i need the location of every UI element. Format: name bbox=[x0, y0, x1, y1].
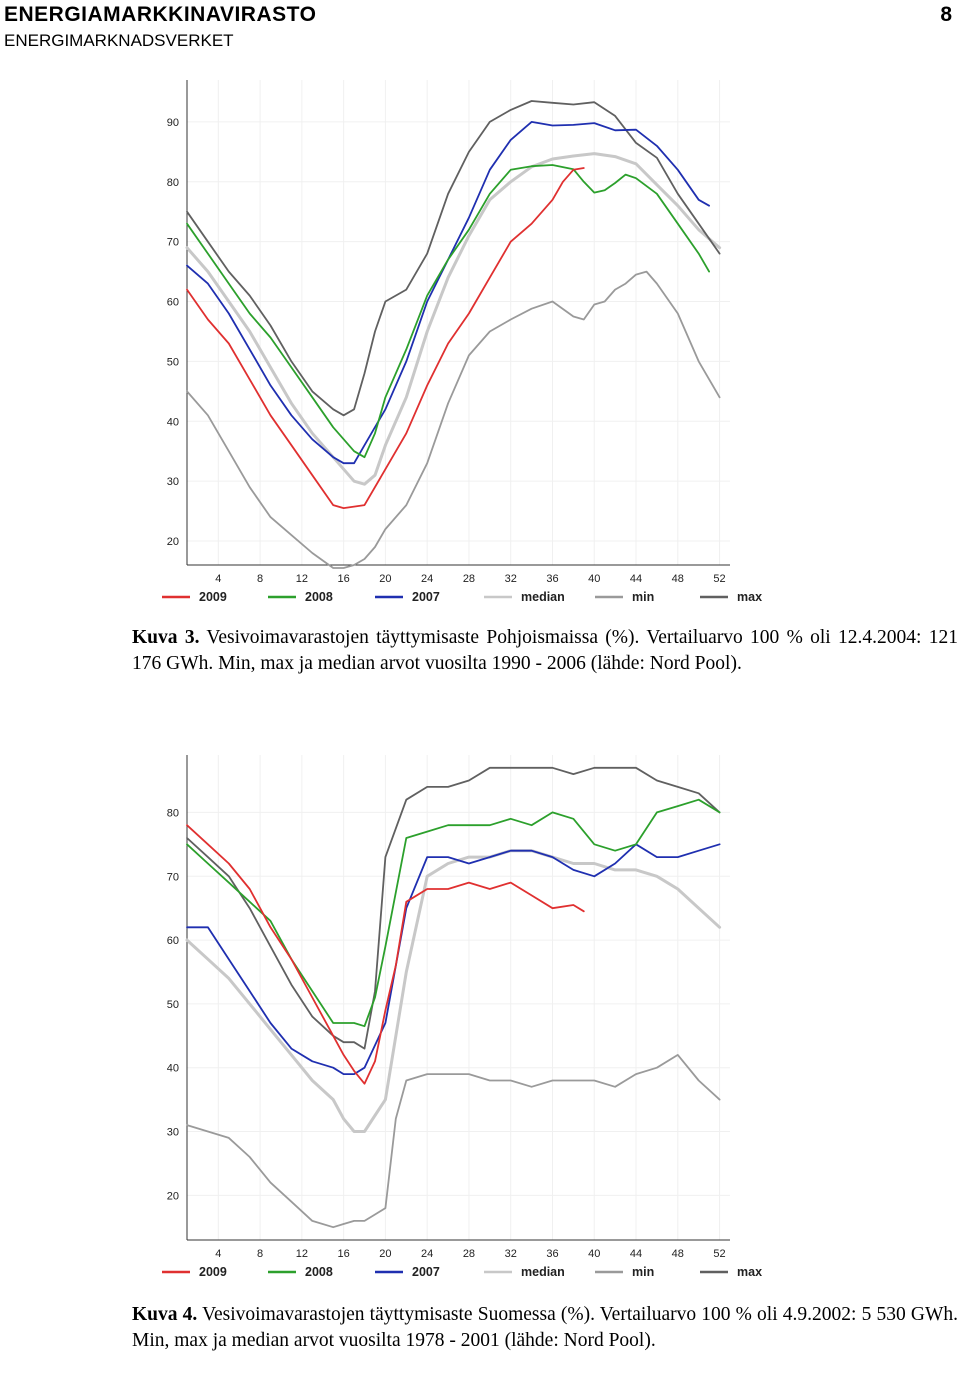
caption-figure-3: Kuva 3. Vesivoimavarastojen täyttymisast… bbox=[132, 625, 958, 677]
x-tick-label: 36 bbox=[546, 1248, 558, 1260]
caption-text: Vesivoimavarastojen täyttymisaste Pohjoi… bbox=[132, 627, 959, 674]
x-tick-label: 12 bbox=[296, 1248, 308, 1260]
legend-label-max: max bbox=[737, 1265, 762, 1279]
page-number: 8 bbox=[940, 3, 952, 26]
caption-figure-4: Kuva 4. Vesivoimavarastojen täyttymisast… bbox=[132, 1302, 958, 1354]
series-line-2009 bbox=[186, 824, 585, 1085]
y-tick-label: 30 bbox=[167, 476, 179, 488]
x-tick-label: 20 bbox=[379, 1248, 391, 1260]
x-tick-label: 24 bbox=[421, 1248, 433, 1260]
x-tick-label: 16 bbox=[338, 573, 350, 585]
legend-label-2007: 2007 bbox=[412, 1265, 440, 1279]
series-line-max bbox=[186, 766, 721, 1050]
x-tick-label: 4 bbox=[215, 1248, 221, 1260]
caption-text: Vesivoimavarastojen täyttymisaste Suomes… bbox=[132, 1304, 958, 1351]
series-line-max bbox=[186, 100, 721, 417]
legend-label-2008: 2008 bbox=[305, 590, 333, 604]
legend-label-2008: 2008 bbox=[305, 1265, 333, 1279]
caption-label: Kuva 4. bbox=[132, 1304, 198, 1325]
legend-label-median: median bbox=[521, 1265, 565, 1279]
series-line-2009 bbox=[186, 167, 585, 510]
x-tick-label: 8 bbox=[257, 573, 263, 585]
x-tick-label: 52 bbox=[713, 1248, 725, 1260]
y-tick-label: 90 bbox=[167, 117, 179, 129]
x-tick-label: 28 bbox=[463, 1248, 475, 1260]
x-tick-label: 24 bbox=[421, 573, 433, 585]
y-tick-label: 60 bbox=[167, 935, 179, 947]
header-title: ENERGIAMARKKINAVIRASTO bbox=[4, 3, 317, 26]
x-tick-label: 48 bbox=[672, 573, 684, 585]
x-tick-label: 4 bbox=[215, 573, 221, 585]
x-tick-label: 44 bbox=[630, 573, 642, 585]
series-line-median bbox=[185, 152, 722, 486]
y-tick-label: 60 bbox=[167, 297, 179, 309]
legend-label-2009: 2009 bbox=[199, 1265, 227, 1279]
legend-label-2007: 2007 bbox=[412, 590, 440, 604]
caption-label: Kuva 3. bbox=[132, 627, 200, 648]
x-tick-label: 20 bbox=[379, 573, 391, 585]
y-tick-label: 80 bbox=[167, 177, 179, 189]
series-line-2007 bbox=[186, 843, 721, 1076]
legend-label-max: max bbox=[737, 590, 762, 604]
legend-label-min: min bbox=[632, 590, 654, 604]
series-line-2008 bbox=[186, 798, 721, 1028]
y-tick-label: 70 bbox=[167, 871, 179, 883]
x-tick-label: 8 bbox=[257, 1248, 263, 1260]
legend-label-2009: 2009 bbox=[199, 590, 227, 604]
x-tick-label: 12 bbox=[296, 573, 308, 585]
legend-label-min: min bbox=[632, 1265, 654, 1279]
x-tick-label: 48 bbox=[672, 1248, 684, 1260]
x-tick-label: 40 bbox=[588, 573, 600, 585]
plot-area bbox=[187, 755, 730, 1240]
y-tick-label: 50 bbox=[167, 356, 179, 368]
series-line-median bbox=[185, 849, 722, 1133]
series-line-2007 bbox=[186, 121, 710, 465]
x-tick-label: 28 bbox=[463, 573, 475, 585]
x-tick-label: 44 bbox=[630, 1248, 642, 1260]
series-line-min bbox=[186, 1053, 721, 1229]
y-tick-label: 40 bbox=[167, 416, 179, 428]
x-tick-label: 52 bbox=[713, 573, 725, 585]
chart-finland-svg: 4 8 12 16 20 24 28 32 36 40 44 48 522030405060708020… bbox=[162, 755, 762, 1279]
y-tick-label: 80 bbox=[167, 807, 179, 819]
y-tick-label: 50 bbox=[167, 999, 179, 1011]
x-tick-label: 32 bbox=[505, 573, 517, 585]
y-tick-label: 40 bbox=[167, 1063, 179, 1075]
chart-nordic-reservoirs: 4 8 12 16 20 24 28 32 36 40 44 48 52 20 30 40 50 60 70 80 90… bbox=[140, 60, 780, 615]
chart-finland-reservoirs: 4 8 12 16 20 24 28 32 36 40 44 48 52 20 30 40 50 60 70 80 20… bbox=[140, 735, 780, 1290]
x-tick-label: 40 bbox=[588, 1248, 600, 1260]
x-tick-label: 16 bbox=[338, 1248, 350, 1260]
x-tick-label: 36 bbox=[546, 573, 558, 585]
plot-area bbox=[187, 80, 730, 565]
y-tick-label: 30 bbox=[167, 1127, 179, 1139]
chart-nordic-svg: 4 8 12 16 20 24 28 32 36 40 44 48 522030405060708090… bbox=[162, 80, 762, 604]
x-tick-label: 32 bbox=[505, 1248, 517, 1260]
y-tick-label: 70 bbox=[167, 237, 179, 249]
header-subtitle: ENERGIMARKNADSVERKET bbox=[4, 31, 234, 50]
y-tick-label: 20 bbox=[167, 536, 179, 548]
legend-label-median: median bbox=[521, 590, 565, 604]
series-line-min bbox=[186, 270, 721, 569]
y-tick-label: 20 bbox=[167, 1190, 179, 1202]
series-line-2008 bbox=[186, 164, 710, 459]
